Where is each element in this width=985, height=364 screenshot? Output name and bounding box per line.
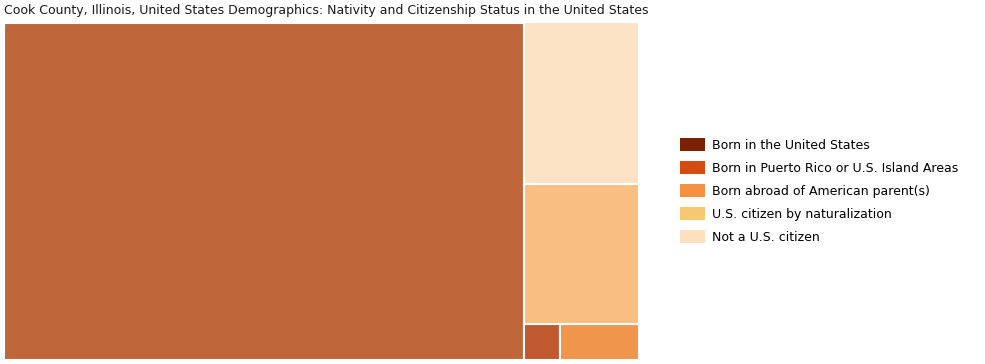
Legend: Born in the United States, Born in Puerto Rico or U.S. Island Areas, Born abroad: Born in the United States, Born in Puert…: [680, 138, 958, 244]
Bar: [559, 324, 639, 360]
Text: Cook County, Illinois, United States Demographics: Nativity and Citizenship Stat: Cook County, Illinois, United States Dem…: [4, 4, 649, 17]
Bar: [524, 324, 559, 360]
Bar: [524, 185, 639, 324]
Bar: [4, 23, 524, 360]
Bar: [524, 23, 639, 185]
